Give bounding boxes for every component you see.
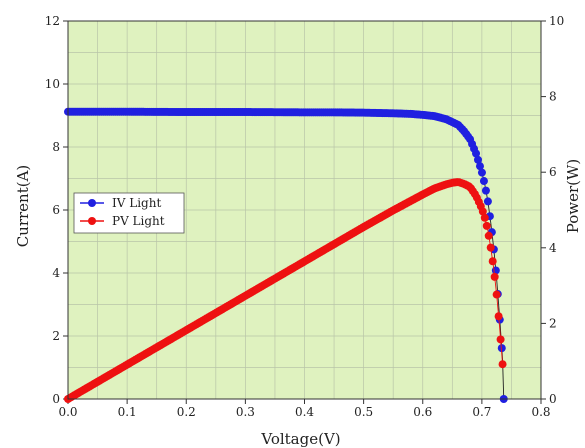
y2-tick-label: 8 <box>549 90 557 104</box>
data-point <box>477 168 486 177</box>
x-tick-label: 0.4 <box>295 405 314 419</box>
data-point <box>481 186 490 195</box>
data-point <box>498 360 507 369</box>
data-point <box>494 312 503 321</box>
y-tick-label: 12 <box>45 14 60 28</box>
y-tick-label: 2 <box>52 329 60 343</box>
x-tick-label: 0.5 <box>354 405 373 419</box>
y-axis-title: Current(A) <box>14 165 32 248</box>
y-tick-label: 6 <box>52 203 60 217</box>
data-point <box>497 344 506 353</box>
plot-frame <box>67 20 542 400</box>
x-tick-label: 0.0 <box>58 405 77 419</box>
legend-marker-pv <box>88 217 96 225</box>
legend-label-iv: IV Light <box>112 196 161 210</box>
y-tick-label: 8 <box>52 140 60 154</box>
y-tick-label: 4 <box>52 266 60 280</box>
data-point <box>488 257 497 266</box>
data-point <box>482 221 491 230</box>
x-tick-label: 0.7 <box>472 405 491 419</box>
data-point <box>490 272 499 281</box>
x-tick-label: 0.1 <box>118 405 137 419</box>
data-point <box>472 149 481 158</box>
data-point <box>496 335 505 344</box>
series-layer <box>64 107 508 403</box>
y2-axis-ticks: 0 2 4 6 8 10 <box>541 14 564 406</box>
x-tick-label: 0.3 <box>236 405 255 419</box>
x-axis-ticks: 0.0 0.1 0.2 0.3 0.4 0.5 0.6 0.7 0.8 <box>58 399 551 419</box>
y-tick-label: 10 <box>45 77 60 91</box>
grid <box>67 20 542 400</box>
data-point <box>474 155 482 164</box>
y-tick-label: 0 <box>52 392 60 406</box>
y2-tick-label: 6 <box>549 165 557 179</box>
data-point <box>492 290 501 299</box>
x-axis-title: Voltage(V) <box>260 430 340 448</box>
series-pv <box>64 178 507 403</box>
y-axis-ticks: 0 2 4 6 8 10 12 <box>45 14 68 406</box>
x-tick-label: 0.8 <box>531 405 550 419</box>
data-point <box>486 243 495 252</box>
legend: IV Light PV Light <box>73 192 185 234</box>
data-point <box>478 207 487 216</box>
y2-tick-label: 10 <box>549 14 564 28</box>
data-point <box>480 213 489 222</box>
legend-marker-iv <box>88 199 96 207</box>
data-point <box>483 197 492 206</box>
x-tick-label: 0.2 <box>177 405 196 419</box>
data-point <box>484 231 493 240</box>
x-tick-label: 0.6 <box>413 405 432 419</box>
y2-tick-label: 4 <box>549 241 557 255</box>
y2-tick-label: 2 <box>549 316 557 330</box>
y2-tick-label: 0 <box>549 392 557 406</box>
y2-axis-title: Power(W) <box>564 159 582 234</box>
legend-label-pv: PV Light <box>112 214 165 228</box>
data-point <box>475 162 484 171</box>
data-point <box>479 177 488 186</box>
